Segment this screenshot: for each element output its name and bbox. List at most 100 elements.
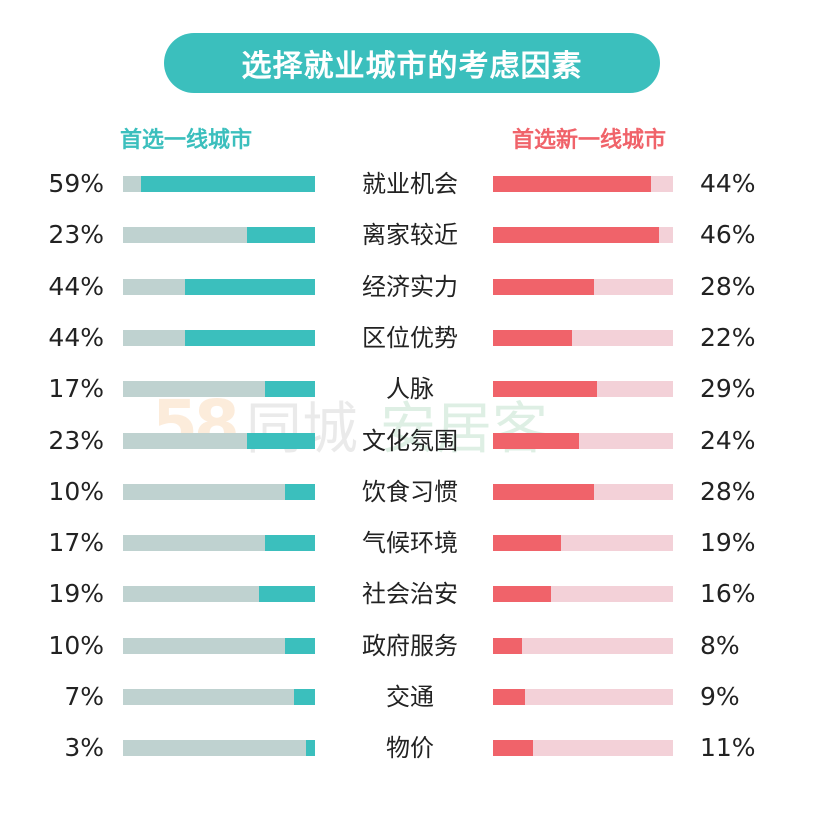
left-bar-track [123, 637, 315, 654]
right-bar-track [493, 483, 673, 500]
right-bar [493, 227, 659, 244]
left-data-label: 23% [48, 425, 104, 455]
left-data-label: 10% [48, 630, 104, 660]
chart-row: 59% 就业机会 44% [0, 164, 822, 204]
left-bar-track [123, 381, 315, 398]
right-bar [493, 586, 551, 603]
chart-row: 44% 经济实力 28% [0, 267, 822, 307]
left-data-label: 17% [48, 374, 104, 404]
right-bar-track [493, 381, 673, 398]
factor-label: 饮食习惯 [362, 477, 458, 506]
left-bar-track [123, 740, 315, 757]
legend-first-tier: 首选一线城市 [120, 128, 253, 153]
left-bar [306, 740, 315, 757]
factor-label: 气候环境 [362, 529, 458, 558]
left-data-label: 3% [64, 733, 104, 763]
legend-new-first-tier: 首选新一线城市 [512, 128, 667, 153]
left-bar [185, 329, 315, 346]
right-bar [493, 740, 533, 757]
left-data-label: 17% [48, 528, 104, 558]
left-bar-track [123, 535, 315, 552]
right-data-label: 44% [700, 169, 756, 198]
chart-row: 19% 社会治安 16% [0, 574, 822, 614]
chart-row: 10% 饮食习惯 28% [0, 472, 822, 512]
right-bar-track [493, 689, 673, 705]
factor-label: 就业机会 [362, 170, 458, 198]
right-bar-track [493, 278, 673, 295]
right-bar [493, 176, 652, 192]
right-bar [493, 432, 580, 449]
factor-label: 交通 [386, 683, 434, 711]
right-bar-track [493, 535, 673, 552]
left-bar [285, 637, 315, 654]
chart-row: 23% 离家较近 46% [0, 215, 822, 255]
chart-row: 10% 政府服务 8% [0, 626, 822, 666]
left-bar [247, 227, 315, 244]
right-bar [493, 483, 594, 500]
right-bar-track [493, 740, 673, 757]
factor-label: 区位优势 [362, 323, 458, 352]
right-data-label: 9% [700, 682, 740, 711]
left-bar-track [123, 176, 315, 192]
left-bar-track [123, 278, 315, 295]
right-data-label: 19% [700, 528, 756, 558]
right-data-label: 28% [700, 476, 756, 506]
left-data-label: 19% [48, 579, 104, 609]
left-bar [247, 432, 315, 449]
left-bar-track [123, 432, 315, 449]
chart-row: 7% 交通 9% [0, 677, 822, 717]
left-bar [258, 586, 315, 603]
factor-label: 物价 [386, 734, 434, 763]
right-data-label: 8% [700, 630, 740, 660]
chart-row: 3% 物价 11% [0, 728, 822, 768]
left-bar-track [123, 483, 315, 500]
factor-label: 人脉 [386, 375, 434, 404]
right-bar-track [493, 176, 673, 192]
right-data-label: 22% [700, 322, 756, 352]
right-bar-track [493, 637, 673, 654]
left-bar-track [123, 586, 315, 603]
right-bar [493, 637, 522, 654]
right-bar [493, 278, 594, 295]
left-bar-track [123, 329, 315, 346]
left-bar-track [123, 227, 315, 244]
right-bar [493, 329, 573, 346]
left-bar [294, 689, 315, 705]
left-data-label: 59% [48, 169, 104, 198]
chart-title: 选择就业城市的考虑因素 [241, 49, 583, 84]
right-data-label: 28% [700, 271, 756, 301]
left-bar [264, 381, 315, 398]
left-bar [285, 483, 315, 500]
right-data-label: 29% [700, 374, 756, 404]
right-bar [493, 381, 598, 398]
right-data-label: 11% [700, 733, 756, 763]
left-bar-track [123, 689, 315, 705]
right-bar-track [493, 432, 673, 449]
factor-label: 离家较近 [362, 221, 458, 250]
left-data-label: 44% [48, 271, 104, 301]
chart-row: 17% 人脉 29% [0, 369, 822, 409]
right-data-label: 46% [700, 220, 756, 250]
right-data-label: 16% [700, 579, 756, 609]
chart-row: 44% 区位优势 22% [0, 318, 822, 358]
left-data-label: 23% [48, 220, 104, 250]
factor-label: 文化氛围 [362, 426, 458, 455]
chart-row: 23% 文化氛围 24% [0, 421, 822, 461]
right-bar [493, 689, 526, 705]
left-bar [264, 535, 315, 552]
left-bar [185, 278, 315, 295]
right-bar [493, 535, 562, 552]
factor-label: 政府服务 [362, 631, 458, 660]
left-bar [140, 176, 315, 192]
right-bar-track [493, 586, 673, 603]
left-data-label: 44% [48, 322, 104, 352]
factor-label: 社会治安 [362, 580, 458, 609]
chart-row: 17% 气候环境 19% [0, 523, 822, 563]
left-data-label: 10% [48, 476, 104, 506]
left-data-label: 7% [64, 682, 104, 711]
right-bar-track [493, 329, 673, 346]
factor-label: 经济实力 [362, 272, 458, 301]
title-banner: 选择就业城市的考虑因素 [164, 33, 660, 93]
right-bar-track [493, 227, 673, 244]
